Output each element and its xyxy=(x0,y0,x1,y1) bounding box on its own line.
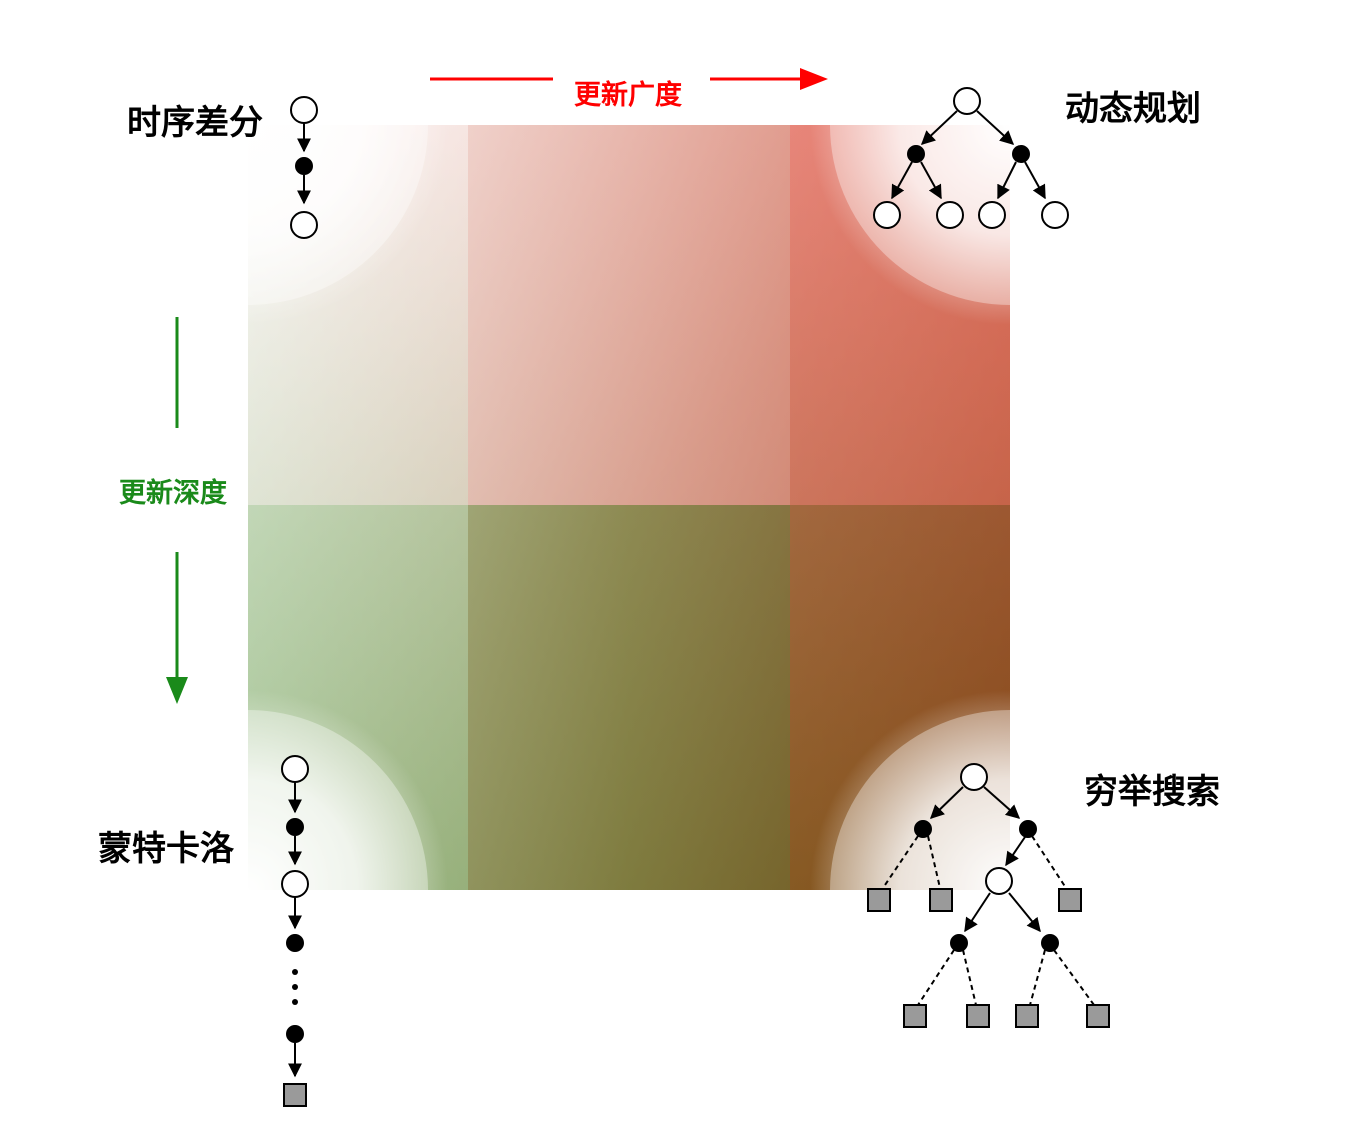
td-backup-diagram xyxy=(290,96,318,239)
mc-action-node xyxy=(286,818,304,836)
search-terminal-node xyxy=(867,888,891,912)
breadth-axis-label: 更新广度 xyxy=(574,79,682,111)
depth-axis: 更新深度 xyxy=(119,317,227,704)
search-action-node xyxy=(950,934,968,952)
dp-action-node xyxy=(1012,145,1030,163)
search-terminal-node xyxy=(903,1004,927,1028)
search-root-state-node xyxy=(960,763,988,791)
depth-arrow-head xyxy=(166,677,188,704)
mc-state-node xyxy=(281,755,309,783)
mc-action-node xyxy=(286,934,304,952)
mc-ellipsis-dot xyxy=(292,969,298,975)
dp-leaf-state-node xyxy=(1041,201,1069,229)
gradient-square xyxy=(248,125,1010,890)
dp-leaf-state-node xyxy=(873,201,901,229)
search-terminal-node xyxy=(1015,1004,1039,1028)
dp-root-state-node xyxy=(953,87,981,115)
corner-label-dynamic-programming: 动态规划 xyxy=(1065,89,1201,129)
search-terminal-node xyxy=(966,1004,990,1028)
mc-ellipsis-dot xyxy=(292,984,298,990)
mc-terminal-node xyxy=(283,1083,307,1107)
search-terminal-node xyxy=(929,888,953,912)
corner-label-temporal-difference: 时序差分 xyxy=(127,103,263,143)
corner-label-monte-carlo: 蒙特卡洛 xyxy=(98,829,235,869)
dp-backup-diagram xyxy=(873,87,1069,229)
search-action-node xyxy=(914,820,932,838)
breadth-arrow-head xyxy=(800,68,828,90)
breadth-axis: 更新广度 xyxy=(430,68,828,111)
search-action-node xyxy=(1019,820,1037,838)
depth-axis-label: 更新深度 xyxy=(119,477,227,509)
dp-leaf-state-node xyxy=(936,201,964,229)
td-next-state-node xyxy=(290,211,318,239)
mc-backup-diagram xyxy=(281,755,309,1107)
td-state-node xyxy=(290,96,318,124)
corner-label-exhaustive-search: 穷举搜索 xyxy=(1084,772,1220,812)
search-state-node xyxy=(985,867,1013,895)
search-action-node xyxy=(1041,934,1059,952)
mc-state-node xyxy=(281,870,309,898)
search-terminal-node xyxy=(1058,888,1082,912)
mc-ellipsis-dot xyxy=(292,999,298,1005)
mc-action-node xyxy=(286,1025,304,1043)
search-terminal-node xyxy=(1086,1004,1110,1028)
td-action-node xyxy=(295,157,313,175)
dp-leaf-state-node xyxy=(978,201,1006,229)
exhaustive-search-diagram xyxy=(867,763,1110,1028)
dp-action-node xyxy=(907,145,925,163)
